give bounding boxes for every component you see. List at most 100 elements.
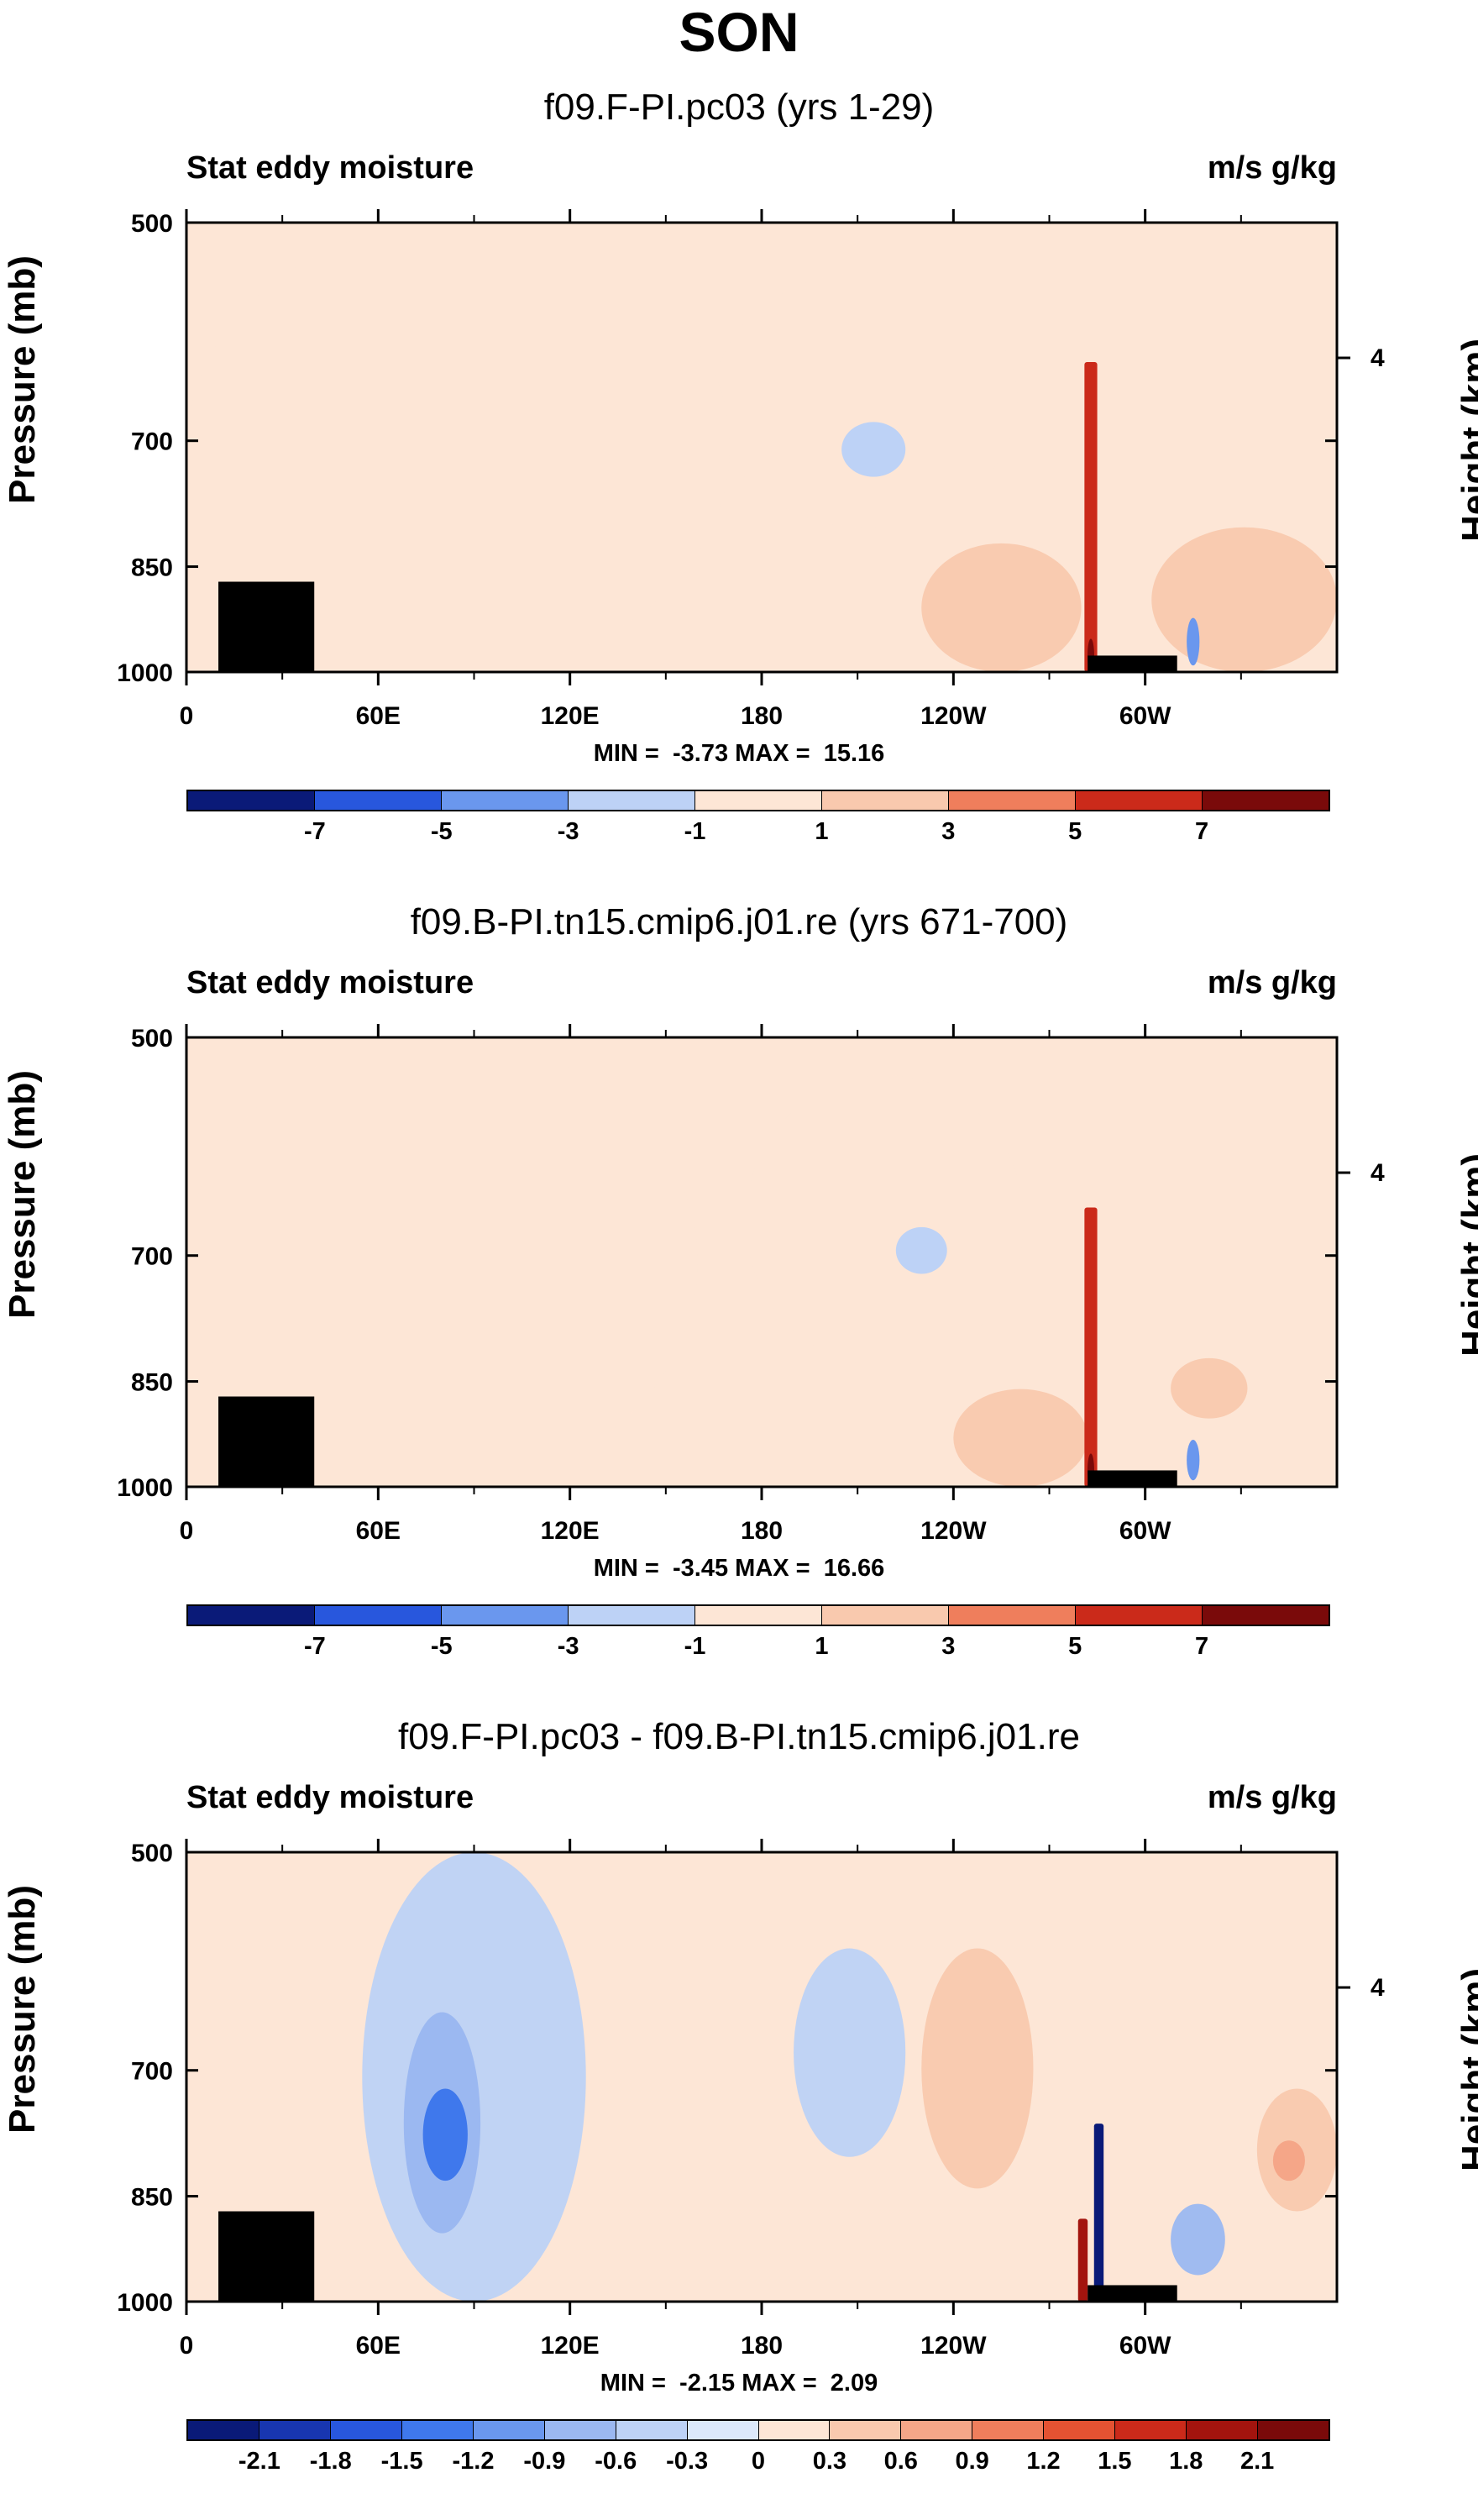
colorbar-swatch [188, 1606, 315, 1625]
colorbar-swatch [442, 791, 569, 810]
colorbar-swatch [315, 791, 442, 810]
y-tick-label: 700 [131, 2058, 173, 2086]
contour-center [1187, 1439, 1200, 1481]
min-max-label: MIN = -3.73 MAX = 15.16 [487, 739, 991, 768]
colorbar-swatch [687, 2421, 759, 2439]
x-tick-label: 120W [920, 2332, 987, 2360]
colorbar-swatch [1076, 791, 1203, 810]
colorbar-swatch [758, 2421, 831, 2439]
topography-mask [218, 581, 315, 672]
contour-region [186, 223, 730, 672]
colorbar-swatch [330, 2421, 402, 2439]
x-tick-label: 120W [920, 702, 987, 730]
colorbar-label: -1.8 [309, 2448, 352, 2475]
contour-region [745, 1074, 1025, 1367]
x-tick-label: 180 [741, 702, 783, 730]
colorbar-swatch [544, 2421, 616, 2439]
x-tick-label: 180 [741, 1517, 783, 1545]
max-label: MAX = 2.09 [742, 2370, 878, 2397]
colorbar-label: 0.6 [883, 2448, 918, 2475]
contour-column [1084, 1207, 1098, 1487]
y-tick-label: 500 [131, 210, 173, 238]
y-tick-label: 700 [131, 428, 173, 456]
contour-region [1171, 1357, 1248, 1419]
x-tick-label: 60E [356, 2332, 401, 2360]
x-tick-label: 60W [1119, 702, 1171, 730]
colorbar-label: 7 [1195, 818, 1209, 845]
x-tick-label: 120E [541, 1517, 600, 1545]
colorbar-label: -0.6 [595, 2448, 637, 2475]
contour-plot: 500 700 850 1000 4 0 60E 120E 180 120W 60W [117, 1024, 1385, 1545]
colorbar-swatch [1258, 2421, 1329, 2439]
colorbar-swatch [1187, 2421, 1259, 2439]
contour-region [921, 1948, 1034, 2189]
colorbar-swatch [401, 2421, 474, 2439]
colorbar-label: -5 [430, 818, 453, 845]
colorbar-label: -1.2 [452, 2448, 495, 2475]
colorbar [186, 2419, 1330, 2441]
topography-mask [218, 1396, 315, 1487]
plot-group: 500 700 850 1000 4 0 60E 120E 180 120W 60W [117, 209, 1385, 730]
contour-center [895, 1226, 947, 1274]
plot-group: 500 700 850 1000 4 0 60E 120E 180 120W 60W [117, 1839, 1385, 2360]
colorbar-label: -3 [557, 818, 579, 845]
contour-plot: 500 700 850 1000 4 0 60E 120E 180 120W 60W [117, 1839, 1385, 2360]
max-label: MAX = 16.66 [735, 1555, 885, 1582]
colorbar-swatch [822, 791, 949, 810]
colorbar [186, 1604, 1330, 1626]
colorbar-swatch [830, 2421, 902, 2439]
colorbar-swatch [259, 2421, 331, 2439]
x-tick-label: 180 [741, 2332, 783, 2360]
contour-column [1093, 2124, 1104, 2296]
colorbar-swatch [473, 2421, 545, 2439]
plot-group: 500 700 850 1000 4 0 60E 120E 180 120W 60W [117, 1024, 1385, 1545]
colorbar-label: 7 [1195, 1633, 1209, 1660]
panel-2: f09.B-PI.tn15.cmip6.j01.re (yrs 671-700)… [0, 899, 1478, 1705]
units-label: m/s g/kg [1207, 965, 1337, 1000]
y-axis-right-label: Height (km) [1454, 1968, 1478, 2171]
field-background [186, 1852, 1337, 2302]
contour-plot: 500 700 850 1000 4 0 60E 120E 180 120W 60W [117, 209, 1385, 730]
variable-label: Stat eddy moisture [186, 150, 474, 186]
contour-center [841, 422, 906, 477]
x-tick-label: 120W [920, 1517, 987, 1545]
colorbar-label: 3 [941, 818, 956, 845]
colorbar-labels: -2.1 -1.8 -1.5 -1.2 -0.9 -0.6 -0.3 0 0.3 0.6 0.9 1.… [0, 2446, 1478, 2480]
panel-title: f09.B-PI.tn15.cmip6.j01.re (yrs 671-700) [410, 901, 1068, 942]
x-tick-label: 60W [1119, 2332, 1171, 2360]
y-axis-right-label: Height (km) [1454, 1153, 1478, 1357]
colorbar-swatch [949, 1606, 1076, 1625]
panel-title: f09.F-PI.pc03 - f09.B-PI.tn15.cmip6.j01.… [398, 1716, 1080, 1757]
colorbar-swatch [442, 1606, 569, 1625]
y-tick-label: 850 [131, 2184, 173, 2212]
topography-mask [218, 2211, 315, 2302]
y-axis-label: Pressure (mb) [2, 1885, 43, 2134]
contour-region [1171, 2203, 1225, 2276]
colorbar-label: -5 [430, 1633, 453, 1660]
units-label: m/s g/kg [1207, 1780, 1337, 1815]
contour-center [422, 2088, 468, 2181]
contour-region [1151, 527, 1337, 672]
y-tick-label: 850 [131, 1369, 173, 1397]
x-tick-label: 0 [180, 1517, 194, 1545]
contour-region [794, 1948, 906, 2157]
colorbar-swatch [695, 1606, 822, 1625]
panel-title: f09.F-PI.pc03 (yrs 1-29) [543, 87, 935, 128]
colorbar [186, 790, 1330, 811]
colorbar-swatch [949, 791, 1076, 810]
colorbar-label: -7 [303, 818, 326, 845]
x-tick-label: 60E [356, 702, 401, 730]
colorbar-label: -2.1 [238, 2448, 280, 2475]
colorbar-label: -1 [684, 1633, 706, 1660]
x-tick-label: 60W [1119, 1517, 1171, 1545]
colorbar-swatch [901, 2421, 973, 2439]
height-tick-label: 4 [1371, 1974, 1385, 2002]
colorbar-label: -1.5 [380, 2448, 423, 2475]
colorbar-swatch [1076, 1606, 1203, 1625]
figure-title: SON [679, 1, 799, 63]
y-tick-label: 1000 [117, 1474, 173, 1502]
colorbar-swatch [1203, 791, 1329, 810]
contour-column [1077, 2218, 1088, 2302]
contour-region [953, 1389, 1088, 1487]
min-label: MIN = -2.15 [600, 2370, 736, 2397]
